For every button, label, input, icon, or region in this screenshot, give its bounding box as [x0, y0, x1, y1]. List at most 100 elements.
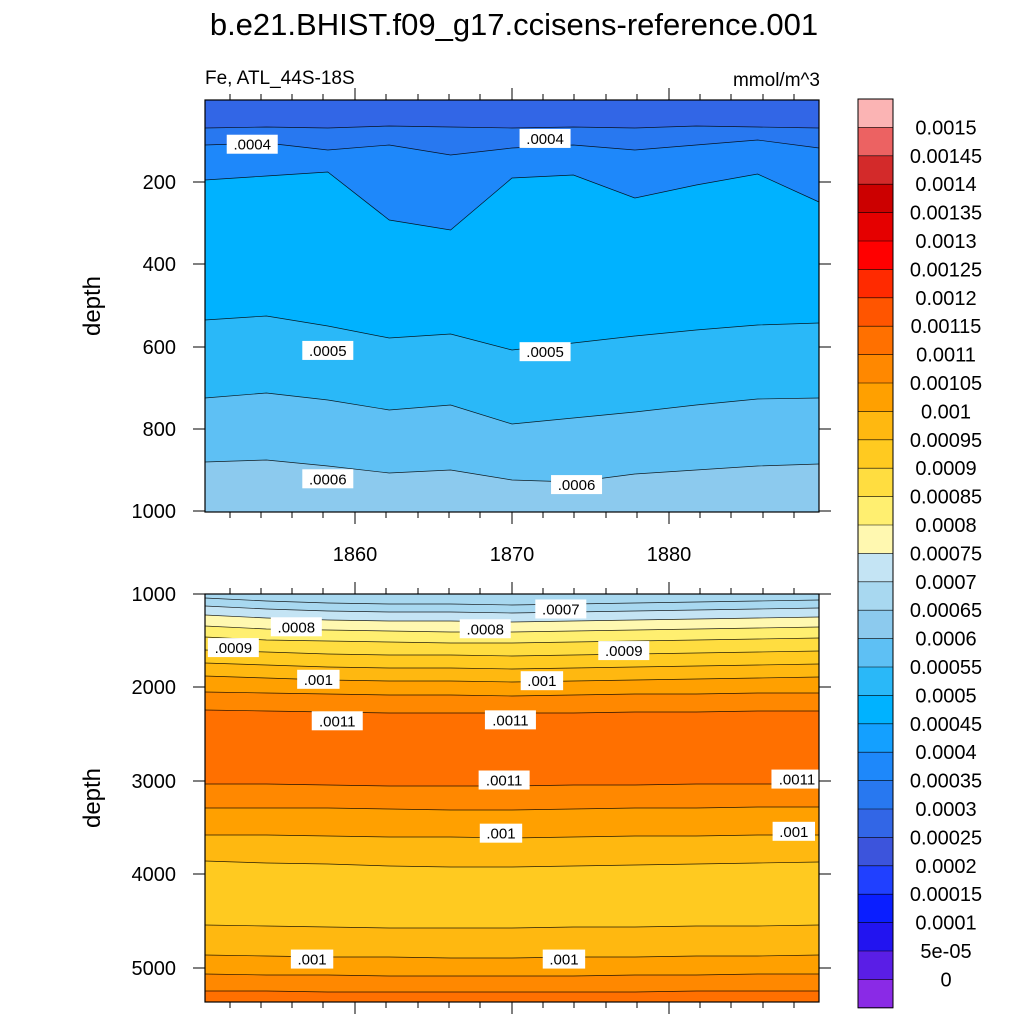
contour-label: .0011	[311, 711, 363, 731]
contour-label-box	[290, 949, 334, 969]
colorbar-legend: 0.0015 0.00145 0.0014 0.00135 0.0013 0.00125 0…	[857, 98, 982, 1009]
contour-label: .0004	[519, 128, 571, 148]
variable-label: Fe, ATL_44S-18S	[205, 68, 355, 89]
y-tick-label: 400	[143, 254, 176, 276]
colorbar-swatch	[858, 184, 893, 213]
contour-line	[204, 636, 820, 644]
contour-line	[204, 605, 820, 614]
contour-label: .001	[542, 949, 586, 969]
y-tick-label: 4000	[132, 864, 177, 886]
colorbar-swatch	[858, 468, 893, 497]
contour-band	[205, 460, 819, 512]
y-axis-title: depth	[79, 276, 106, 336]
colorbar-label: 0.00045	[910, 714, 982, 736]
colorbar-label: 0.0008	[915, 515, 976, 537]
colorbar-label: 0.0001	[915, 913, 976, 935]
colorbar-label: 0.0003	[915, 799, 976, 821]
colorbar-swatch	[858, 155, 893, 185]
colorbar-swatch	[858, 979, 893, 1009]
chart-title: b.e21.BHIST.f09_g17.ccisens-reference.00…	[210, 7, 818, 42]
contour-label-text: .001	[779, 824, 808, 841]
contour-label: .0011	[484, 710, 536, 730]
contour-label-text: .0006	[558, 477, 596, 494]
colorbar-label: 0.00015	[910, 884, 982, 906]
colorbar-label: 0.0015	[915, 117, 976, 139]
colorbar-label: 0.00095	[910, 430, 982, 452]
contour-label-text: .0007	[542, 601, 580, 618]
colorbar-label: 0.0005	[915, 685, 976, 707]
y-tick-label: 5000	[132, 958, 177, 980]
contour-line	[204, 139, 820, 156]
contour-label-text: .001	[549, 952, 578, 969]
colorbar-label: 0.00115	[911, 316, 982, 338]
contour-label: .0006	[302, 469, 354, 489]
contour-label-text: .001	[527, 673, 556, 690]
colorbar-swatch	[858, 780, 893, 810]
y-tick-label: 1000	[132, 501, 177, 523]
contour-line	[204, 973, 819, 977]
colorbar-swatch	[858, 922, 893, 952]
x-tick-label: 1870	[490, 544, 535, 566]
colorbar-label: 0.0013	[915, 231, 976, 253]
contour-label: .0005	[519, 342, 571, 362]
colorbar-label: 0.0012	[915, 288, 976, 310]
contour-label-text: .0006	[309, 471, 347, 488]
contour-label-text: .0011	[492, 712, 528, 729]
contour-label-text: .0004	[233, 137, 271, 154]
y-tick-label: 2000	[132, 677, 177, 699]
contour-label: .0011	[771, 769, 823, 789]
contour-line	[204, 171, 820, 231]
colorbar-label: 0.00065	[910, 600, 982, 622]
x-tick-label: 1860	[333, 544, 378, 566]
colorbar-swatch	[858, 297, 893, 327]
contour-label: .0007	[535, 599, 587, 619]
colorbar-label: 0.0009	[915, 458, 976, 480]
colorbar-swatch	[858, 865, 893, 895]
colorbar-label: 0.0002	[915, 856, 976, 878]
colorbar-swatch	[858, 553, 893, 583]
colorbar-label: 0.0006	[915, 629, 976, 651]
colorbar-swatch	[858, 354, 893, 384]
contour-label-box	[302, 469, 354, 489]
colorbar-swatch	[858, 269, 893, 299]
colorbar-label: 0.0007	[915, 572, 976, 594]
colorbar-label: 0	[940, 969, 951, 991]
top-panel: .0004 .0004 .0005 .0005 .0006 .0006 200 400 600 8…	[79, 88, 831, 566]
contour-label: .001	[520, 671, 564, 691]
contour-label-text: .001	[297, 952, 326, 969]
colorbar-swatch	[858, 723, 893, 753]
colorbar-swatch	[858, 127, 893, 157]
contour-label: .001	[290, 949, 334, 969]
contour-label: .0008	[459, 619, 511, 639]
contour-label-box	[479, 823, 523, 843]
contour-label-text: .001	[304, 672, 333, 689]
contour-label: .0004	[226, 134, 278, 154]
contour-line	[205, 990, 819, 993]
contour-label-box	[519, 342, 571, 362]
contour-label: .001	[297, 669, 340, 689]
contour-label: .0006	[551, 475, 603, 495]
contour-label-box	[519, 128, 571, 148]
contour-band	[205, 991, 819, 1002]
colorbar-swatch	[858, 610, 893, 639]
colorbar-label: 0.00135	[910, 203, 982, 225]
contour-label-box	[771, 769, 823, 789]
contour-label-text: .0011	[779, 772, 815, 789]
colorbar-label: 0.0014	[915, 174, 976, 196]
contour-label-text: .0009	[215, 640, 253, 657]
contour-label-box	[484, 710, 536, 730]
colorbar-label: 0.0004	[915, 742, 976, 764]
x-tick-label: 1880	[647, 544, 692, 566]
colorbar-swatch	[858, 212, 893, 242]
colorbar-swatch	[858, 752, 893, 781]
colorbar-swatch	[858, 383, 893, 412]
contour-label: .001	[479, 823, 523, 843]
contour-label: .001	[772, 821, 816, 841]
contour-line	[204, 597, 820, 606]
contour-label: .0009	[598, 641, 650, 661]
units-label: mmol/m^3	[733, 70, 820, 91]
contour-label-box	[598, 641, 650, 661]
colorbar-swatch	[858, 809, 893, 838]
contour-label: .0008	[270, 617, 322, 637]
contour-label-text: .0005	[309, 343, 347, 360]
